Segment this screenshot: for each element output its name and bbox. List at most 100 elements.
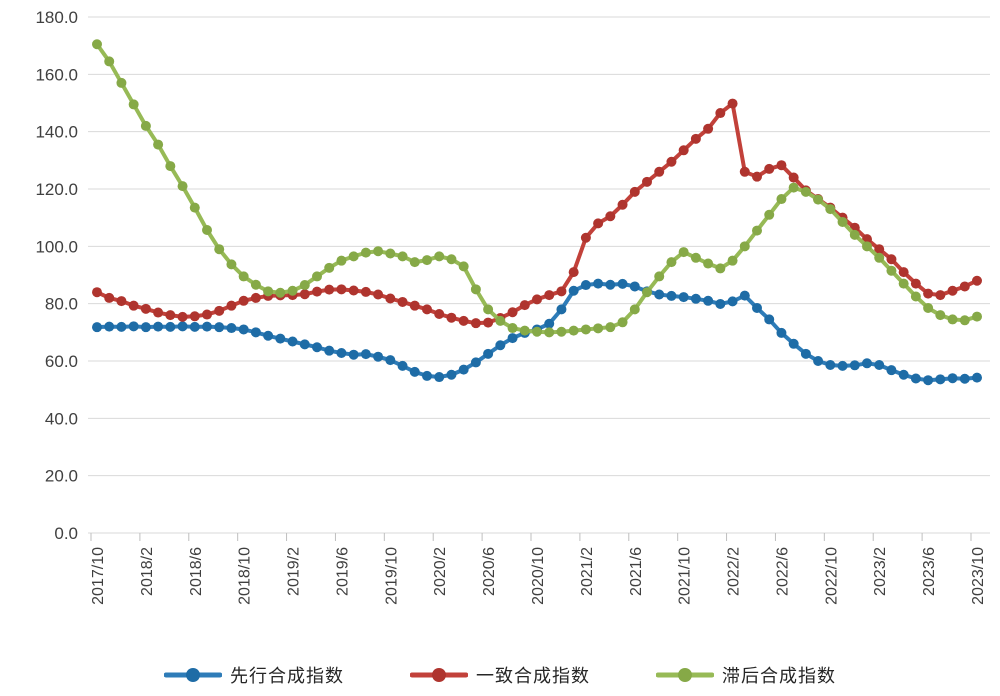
legend-item-一致合成指数: 一致合成指数 <box>410 662 590 688</box>
data-point <box>837 216 848 227</box>
data-point <box>312 271 322 282</box>
data-point <box>764 314 775 325</box>
data-point <box>214 322 225 333</box>
data-point <box>422 370 432 381</box>
data-point <box>715 298 726 309</box>
data-point <box>849 360 860 371</box>
data-point <box>153 307 164 318</box>
data-point <box>397 296 408 307</box>
data-point <box>336 284 347 295</box>
data-point <box>483 348 494 359</box>
data-point <box>214 244 225 255</box>
x-tick-label: 2019/10 <box>383 547 400 605</box>
data-point <box>446 254 457 265</box>
legend-dot <box>678 668 692 682</box>
data-point <box>238 324 249 335</box>
data-point <box>446 312 457 323</box>
data-point <box>140 303 151 314</box>
legend-label: 滞后合成指数 <box>722 666 836 686</box>
data-point <box>580 232 591 243</box>
data-point <box>678 292 689 303</box>
data-point <box>409 300 420 311</box>
data-point <box>422 304 432 315</box>
data-point <box>177 321 188 332</box>
data-point <box>703 258 714 269</box>
data-point <box>299 339 310 350</box>
data-point <box>92 322 102 333</box>
data-point <box>593 323 604 334</box>
data-point <box>238 295 249 306</box>
x-tick-label: 2020/10 <box>530 547 547 605</box>
data-point <box>446 369 457 380</box>
data-point <box>727 296 738 307</box>
data-point <box>104 56 115 67</box>
data-point <box>703 123 714 134</box>
data-point <box>959 315 970 326</box>
data-point <box>862 241 872 252</box>
data-point <box>373 351 384 362</box>
data-point <box>214 305 225 316</box>
data-point <box>409 257 420 268</box>
x-tick-label: 2023/10 <box>970 547 987 605</box>
data-point <box>128 321 139 332</box>
data-point <box>910 278 921 289</box>
data-point <box>177 311 188 322</box>
data-point <box>605 322 616 333</box>
data-point <box>764 163 775 174</box>
data-point <box>898 278 909 289</box>
data-point <box>532 294 542 305</box>
data-point <box>299 280 310 291</box>
data-point <box>666 156 677 167</box>
series-line-2 <box>95 42 979 335</box>
x-tick-label: 2020/6 <box>481 547 498 596</box>
data-point <box>764 209 775 220</box>
data-point <box>947 373 958 384</box>
data-point <box>837 360 848 371</box>
y-tick-label: 20.0 <box>45 467 78 486</box>
data-point <box>666 257 677 268</box>
data-point <box>788 338 799 349</box>
data-point <box>507 323 518 334</box>
data-point <box>910 373 921 384</box>
data-point <box>226 259 237 270</box>
data-point <box>360 247 371 258</box>
data-point <box>886 365 897 376</box>
data-point <box>519 325 530 336</box>
data-point <box>935 310 946 321</box>
data-point <box>923 302 934 313</box>
data-point <box>495 340 506 351</box>
data-point <box>250 327 261 338</box>
y-tick-label: 100.0 <box>35 237 78 256</box>
data-point <box>629 304 640 315</box>
data-point <box>617 317 628 328</box>
data-point <box>519 300 530 311</box>
data-point <box>116 321 127 332</box>
data-point <box>470 284 481 295</box>
y-tick-label: 160.0 <box>35 65 78 84</box>
legend-label: 一致合成指数 <box>476 666 590 686</box>
data-point <box>874 244 885 255</box>
data-point <box>360 349 371 360</box>
data-point <box>544 290 555 301</box>
data-point <box>544 327 555 338</box>
data-point <box>189 202 200 213</box>
data-point <box>116 77 127 88</box>
data-point <box>299 289 310 300</box>
data-point <box>532 326 542 337</box>
data-point <box>483 304 494 315</box>
data-point <box>739 290 750 301</box>
data-point <box>165 161 176 172</box>
legend-dot <box>186 668 200 682</box>
data-point <box>104 321 115 332</box>
data-point <box>165 321 176 332</box>
data-point <box>165 310 176 321</box>
data-point <box>434 372 445 383</box>
data-point <box>189 321 200 332</box>
x-tick-label: 2019/2 <box>286 547 303 596</box>
series-一致合成指数 <box>92 98 982 329</box>
data-point <box>116 296 127 307</box>
data-point <box>373 289 384 300</box>
data-point <box>128 99 139 110</box>
data-point <box>140 120 151 131</box>
